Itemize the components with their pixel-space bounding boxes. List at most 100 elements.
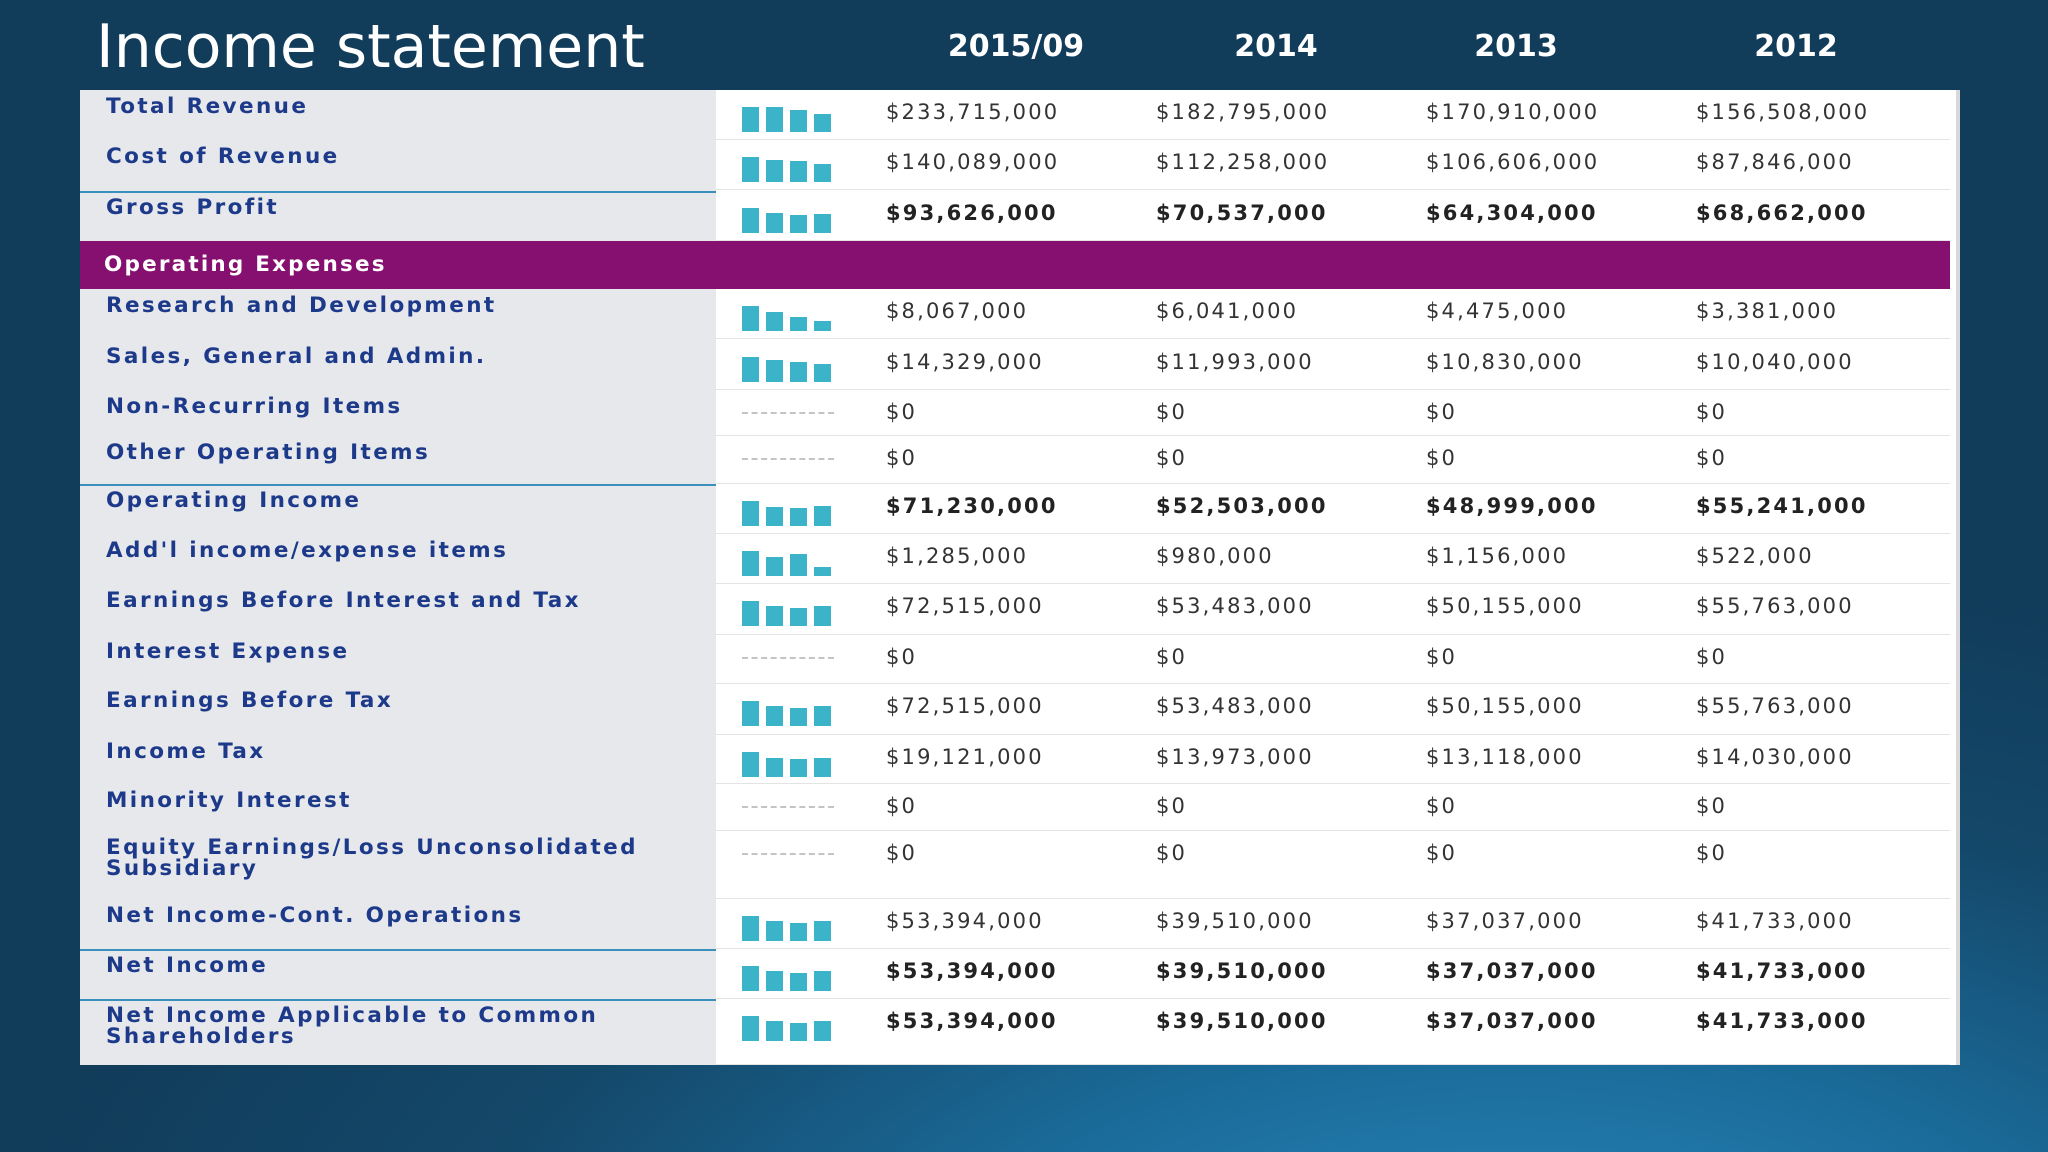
sparkline-bar — [742, 601, 759, 626]
sparkline-bar — [742, 501, 759, 526]
value-cell: $522,000 — [1696, 544, 1814, 568]
row-label: Earnings Before Interest and Tax — [106, 588, 581, 613]
sparkline-bar — [766, 758, 783, 777]
sparkline-bar — [814, 606, 831, 626]
value-cell: $0 — [1156, 841, 1188, 865]
value-cell: $39,510,000 — [1156, 909, 1314, 933]
sparkline-bar — [814, 214, 831, 233]
table-row: Net Income-Cont. Operations $53,394,000 $3… — [80, 899, 1950, 949]
value-cell: $55,763,000 — [1696, 594, 1854, 618]
value-cell: $53,394,000 — [886, 1009, 1058, 1033]
table-row: Non-Recurring Items $0 $0 $0 $0 — [80, 390, 1950, 436]
value-cell: $41,733,000 — [1696, 1009, 1868, 1033]
value-cell: $0 — [1426, 841, 1458, 865]
sparkline-bar — [790, 362, 807, 382]
table-row: Sales, General and Admin. $14,329,000 $11,… — [80, 340, 1950, 390]
value-cell: $0 — [1426, 794, 1458, 818]
value-cell: $50,155,000 — [1426, 594, 1584, 618]
value-cell: $0 — [1156, 446, 1188, 470]
sparkline-bar — [742, 701, 759, 726]
sparkline-bar — [742, 357, 759, 382]
sparkline-bar — [790, 215, 807, 233]
value-cell: $3,381,000 — [1696, 299, 1839, 323]
sparkline-bar — [742, 551, 759, 576]
row-divider — [716, 338, 1950, 339]
row-label: Operating Income — [106, 488, 362, 513]
value-cell: $53,394,000 — [886, 959, 1058, 983]
row-label: Non-Recurring Items — [106, 394, 403, 419]
value-cell: $0 — [1426, 400, 1458, 424]
year-header-1: 2015/09 — [947, 29, 1085, 64]
row-label: Net Income — [106, 953, 269, 978]
year-header-2: 2014 — [1234, 29, 1318, 64]
sparkline-empty — [742, 412, 834, 414]
value-cell: $980,000 — [1156, 544, 1274, 568]
table-row: Research and Development $8,067,000 $6,041… — [80, 289, 1950, 339]
sparkline-bar — [766, 606, 783, 626]
sparkline-bar — [814, 567, 831, 576]
value-cell: $0 — [886, 841, 918, 865]
row-divider — [716, 435, 1950, 436]
row-label: Net Income Applicable to Common Sharehol… — [106, 1003, 599, 1049]
sparkline-bar — [814, 114, 831, 132]
table-row: Net Income $53,394,000 $39,510,000 $37,037,… — [80, 949, 1950, 999]
row-divider — [716, 533, 1950, 534]
row-label: Income Tax — [106, 739, 266, 764]
value-cell: $4,475,000 — [1426, 299, 1569, 323]
value-cell: $19,121,000 — [886, 745, 1044, 769]
value-cell: $37,037,000 — [1426, 1009, 1598, 1033]
value-cell: $71,230,000 — [886, 494, 1058, 518]
sparkline-bar — [766, 312, 783, 331]
value-cell: $170,910,000 — [1426, 100, 1600, 124]
sparkline-chart — [742, 698, 836, 726]
sparkline-bar — [766, 921, 783, 941]
value-cell: $68,662,000 — [1696, 201, 1868, 225]
sparkline-bar — [766, 706, 783, 726]
sparkline-bar — [742, 208, 759, 233]
sparkline-bar — [766, 507, 783, 526]
table-row: Income Tax $19,121,000 $13,973,000 $13,118,… — [80, 735, 1950, 784]
sparkline-bar — [742, 157, 759, 182]
sparkline-bar — [814, 506, 831, 526]
sparkline-bar — [742, 966, 759, 991]
value-cell: $6,041,000 — [1156, 299, 1299, 323]
row-divider — [716, 583, 1950, 584]
sparkline-bar — [790, 317, 807, 331]
sparkline-bar — [814, 321, 831, 331]
row-label: Add'l income/expense items — [106, 538, 509, 563]
row-label: Equity Earnings/Loss Unconsolidated Subs… — [106, 835, 638, 881]
sparkline-bar — [790, 1023, 807, 1041]
row-label: Net Income-Cont. Operations — [106, 903, 524, 928]
value-cell: $0 — [886, 446, 918, 470]
value-cell: $11,993,000 — [1156, 350, 1314, 374]
year-header-4: 2012 — [1754, 29, 1838, 64]
value-cell: $53,483,000 — [1156, 694, 1314, 718]
value-cell: $13,973,000 — [1156, 745, 1314, 769]
row-divider — [716, 1064, 1950, 1065]
row-divider — [716, 634, 1950, 635]
sparkline-chart — [742, 205, 836, 233]
sparkline-bar — [742, 107, 759, 132]
sparkline-bar — [742, 1016, 759, 1041]
value-cell: $53,394,000 — [886, 909, 1044, 933]
value-cell: $8,067,000 — [886, 299, 1029, 323]
sparkline-empty — [742, 853, 834, 855]
value-cell: $106,606,000 — [1426, 150, 1600, 174]
row-label: Interest Expense — [106, 639, 350, 664]
section-header-label: Operating Expenses — [104, 252, 387, 277]
value-cell: $0 — [886, 794, 918, 818]
value-cell: $140,089,000 — [886, 150, 1060, 174]
value-cell: $53,483,000 — [1156, 594, 1314, 618]
sparkline-bar — [790, 759, 807, 777]
row-divider — [716, 240, 1950, 241]
table-row: Interest Expense $0 $0 $0 $0 — [80, 635, 1950, 684]
sparkline-empty — [742, 458, 834, 460]
value-cell: $72,515,000 — [886, 694, 1044, 718]
table-row: Equity Earnings/Loss Unconsolidated Subs… — [80, 831, 1950, 899]
section-divider — [80, 191, 716, 193]
sparkline-empty — [742, 657, 834, 659]
value-cell: $55,241,000 — [1696, 494, 1868, 518]
table-row: Earnings Before Tax $72,515,000 $53,483,00… — [80, 684, 1950, 735]
sparkline-bar — [766, 107, 783, 132]
value-cell: $156,508,000 — [1696, 100, 1870, 124]
